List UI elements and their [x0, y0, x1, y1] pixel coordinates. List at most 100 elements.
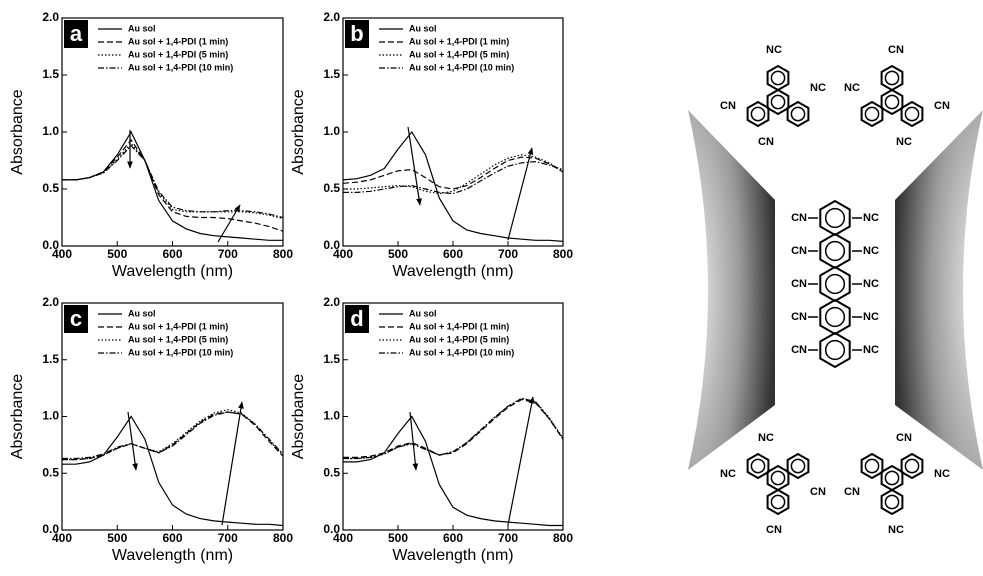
- y-tick-label: 0.5: [42, 181, 59, 195]
- ring-bond: [770, 494, 786, 510]
- benzene-ring: [860, 100, 884, 128]
- cyano-label: NC: [863, 212, 879, 224]
- y-tick-label: 1.0: [323, 409, 340, 423]
- cyano-label: NC: [758, 432, 774, 444]
- arrow: [507, 396, 535, 526]
- arrow: [407, 126, 422, 206]
- y-axis-label: Absorbance: [9, 89, 26, 174]
- cyano-label: NC: [863, 245, 879, 257]
- plot-frame: [61, 17, 284, 247]
- legend-label: Au sol + 1,4-PDI (1 min): [128, 321, 228, 331]
- x-tick-label: 800: [553, 531, 573, 545]
- series-line: [343, 398, 564, 458]
- benzene-ring: [819, 199, 851, 237]
- x-tick-label: 500: [107, 531, 127, 545]
- cyano-label: NC: [934, 468, 950, 480]
- series-line: [62, 411, 284, 460]
- x-tick-label: 600: [443, 531, 463, 545]
- arrow: [507, 147, 534, 241]
- gold-particle: [895, 110, 983, 470]
- ring-bond: [884, 470, 900, 486]
- arrow: [221, 401, 244, 526]
- benzene-ring: [746, 100, 770, 128]
- x-tick-label: 600: [443, 247, 463, 261]
- series-line: [343, 160, 564, 195]
- x-tick-label: 700: [218, 247, 238, 261]
- legend-label: Au sol + 1,4-PDI (10 min): [128, 347, 233, 357]
- legend-label: Au sol + 1,4-PDI (1 min): [128, 36, 228, 46]
- series-line: [62, 411, 284, 461]
- y-tick-label: 2.0: [42, 10, 59, 24]
- ring-bond: [824, 339, 846, 361]
- panel-label: b: [350, 21, 363, 46]
- ring-bond: [770, 94, 786, 110]
- cyano-label: CN: [844, 486, 860, 498]
- benzene-ring: [860, 452, 884, 480]
- y-tick-label: 2.0: [42, 295, 59, 309]
- benzene-ring: [819, 331, 851, 369]
- cyano-label: NC: [863, 344, 879, 356]
- y-tick-label: 0.5: [42, 465, 59, 479]
- cyano-label: CN: [888, 44, 904, 56]
- x-axis-label: Wavelength (nm): [112, 263, 233, 280]
- legend-label: Au sol: [409, 23, 437, 33]
- y-tick-label: 1.0: [323, 124, 340, 138]
- ring-bond: [750, 458, 766, 474]
- y-axis-label: Absorbance: [290, 374, 307, 459]
- legend-label: Au sol + 1,4-PDI (5 min): [409, 334, 509, 344]
- gold-particle: [688, 110, 775, 470]
- y-axis-label: Absorbance: [290, 89, 307, 174]
- ring-bond: [904, 458, 920, 474]
- benzene-ring: [786, 452, 810, 480]
- x-axis-label: Wavelength (nm): [392, 263, 513, 280]
- benzene-ring: [746, 452, 770, 480]
- molecule-diagram: CN NC CN NC CN NC CN NC CN NC NC NC CN CN CN NC CN NC CN CN…: [720, 44, 950, 536]
- y-tick-label: 1.5: [323, 352, 340, 366]
- benzene-ring: [766, 88, 790, 116]
- benzene-ring: [880, 88, 904, 116]
- x-tick-label: 600: [162, 247, 182, 261]
- ring-bond: [884, 94, 900, 110]
- benzene-ring: [819, 232, 851, 270]
- cyano-label: CN: [720, 100, 736, 112]
- panel-label: d: [350, 306, 363, 331]
- ring-bond: [770, 470, 786, 486]
- arrow: [217, 204, 241, 243]
- legend-label: Au sol + 1,4-PDI (10 min): [409, 62, 514, 72]
- panel-label-box: [345, 20, 369, 48]
- x-axis-label: Wavelength (nm): [392, 547, 513, 564]
- cyano-label: NC: [888, 524, 904, 536]
- panel: 400 500 600 700 800 0.0 0.5 1.0 1.5 2.0 Wavelength…: [290, 10, 573, 280]
- x-tick-label: 700: [498, 247, 518, 261]
- legend-label: Au sol + 1,4-PDI (10 min): [128, 62, 233, 72]
- cyano-label: CN: [758, 136, 774, 148]
- series-line: [62, 138, 284, 232]
- y-tick-label: 0.0: [323, 238, 340, 252]
- cyano-label: NC: [896, 136, 912, 148]
- ring-bond: [864, 106, 880, 122]
- ring-bond: [770, 70, 786, 86]
- benzene-ring: [880, 488, 904, 516]
- benzene-ring: [766, 488, 790, 516]
- legend-label: Au sol + 1,4-PDI (1 min): [409, 36, 509, 46]
- cyano-label: NC: [844, 82, 860, 94]
- series-line: [343, 397, 564, 460]
- legend-label: Au sol + 1,4-PDI (1 min): [409, 321, 509, 331]
- legend-label: Au sol + 1,4-PDI (5 min): [409, 49, 509, 59]
- cyano-label: CN: [791, 212, 807, 224]
- ring-bond: [824, 207, 846, 229]
- ring-bond: [824, 240, 846, 262]
- x-tick-label: 500: [107, 247, 127, 261]
- legend-label: Au sol: [128, 308, 156, 318]
- x-tick-label: 700: [218, 531, 238, 545]
- cyano-label: CN: [810, 486, 826, 498]
- series-line: [62, 144, 284, 219]
- series-line: [62, 130, 283, 241]
- legend-label: Au sol + 1,4-PDI (10 min): [409, 347, 514, 357]
- panel: 400 500 600 700 800 0.0 0.5 1.0 1.5 2.0 Wavelength…: [9, 10, 293, 280]
- plot-frame: [342, 302, 564, 531]
- ring-bond: [790, 106, 806, 122]
- panel-label-box: [64, 305, 88, 333]
- series-line: [62, 142, 284, 220]
- cyano-label: NC: [766, 44, 782, 56]
